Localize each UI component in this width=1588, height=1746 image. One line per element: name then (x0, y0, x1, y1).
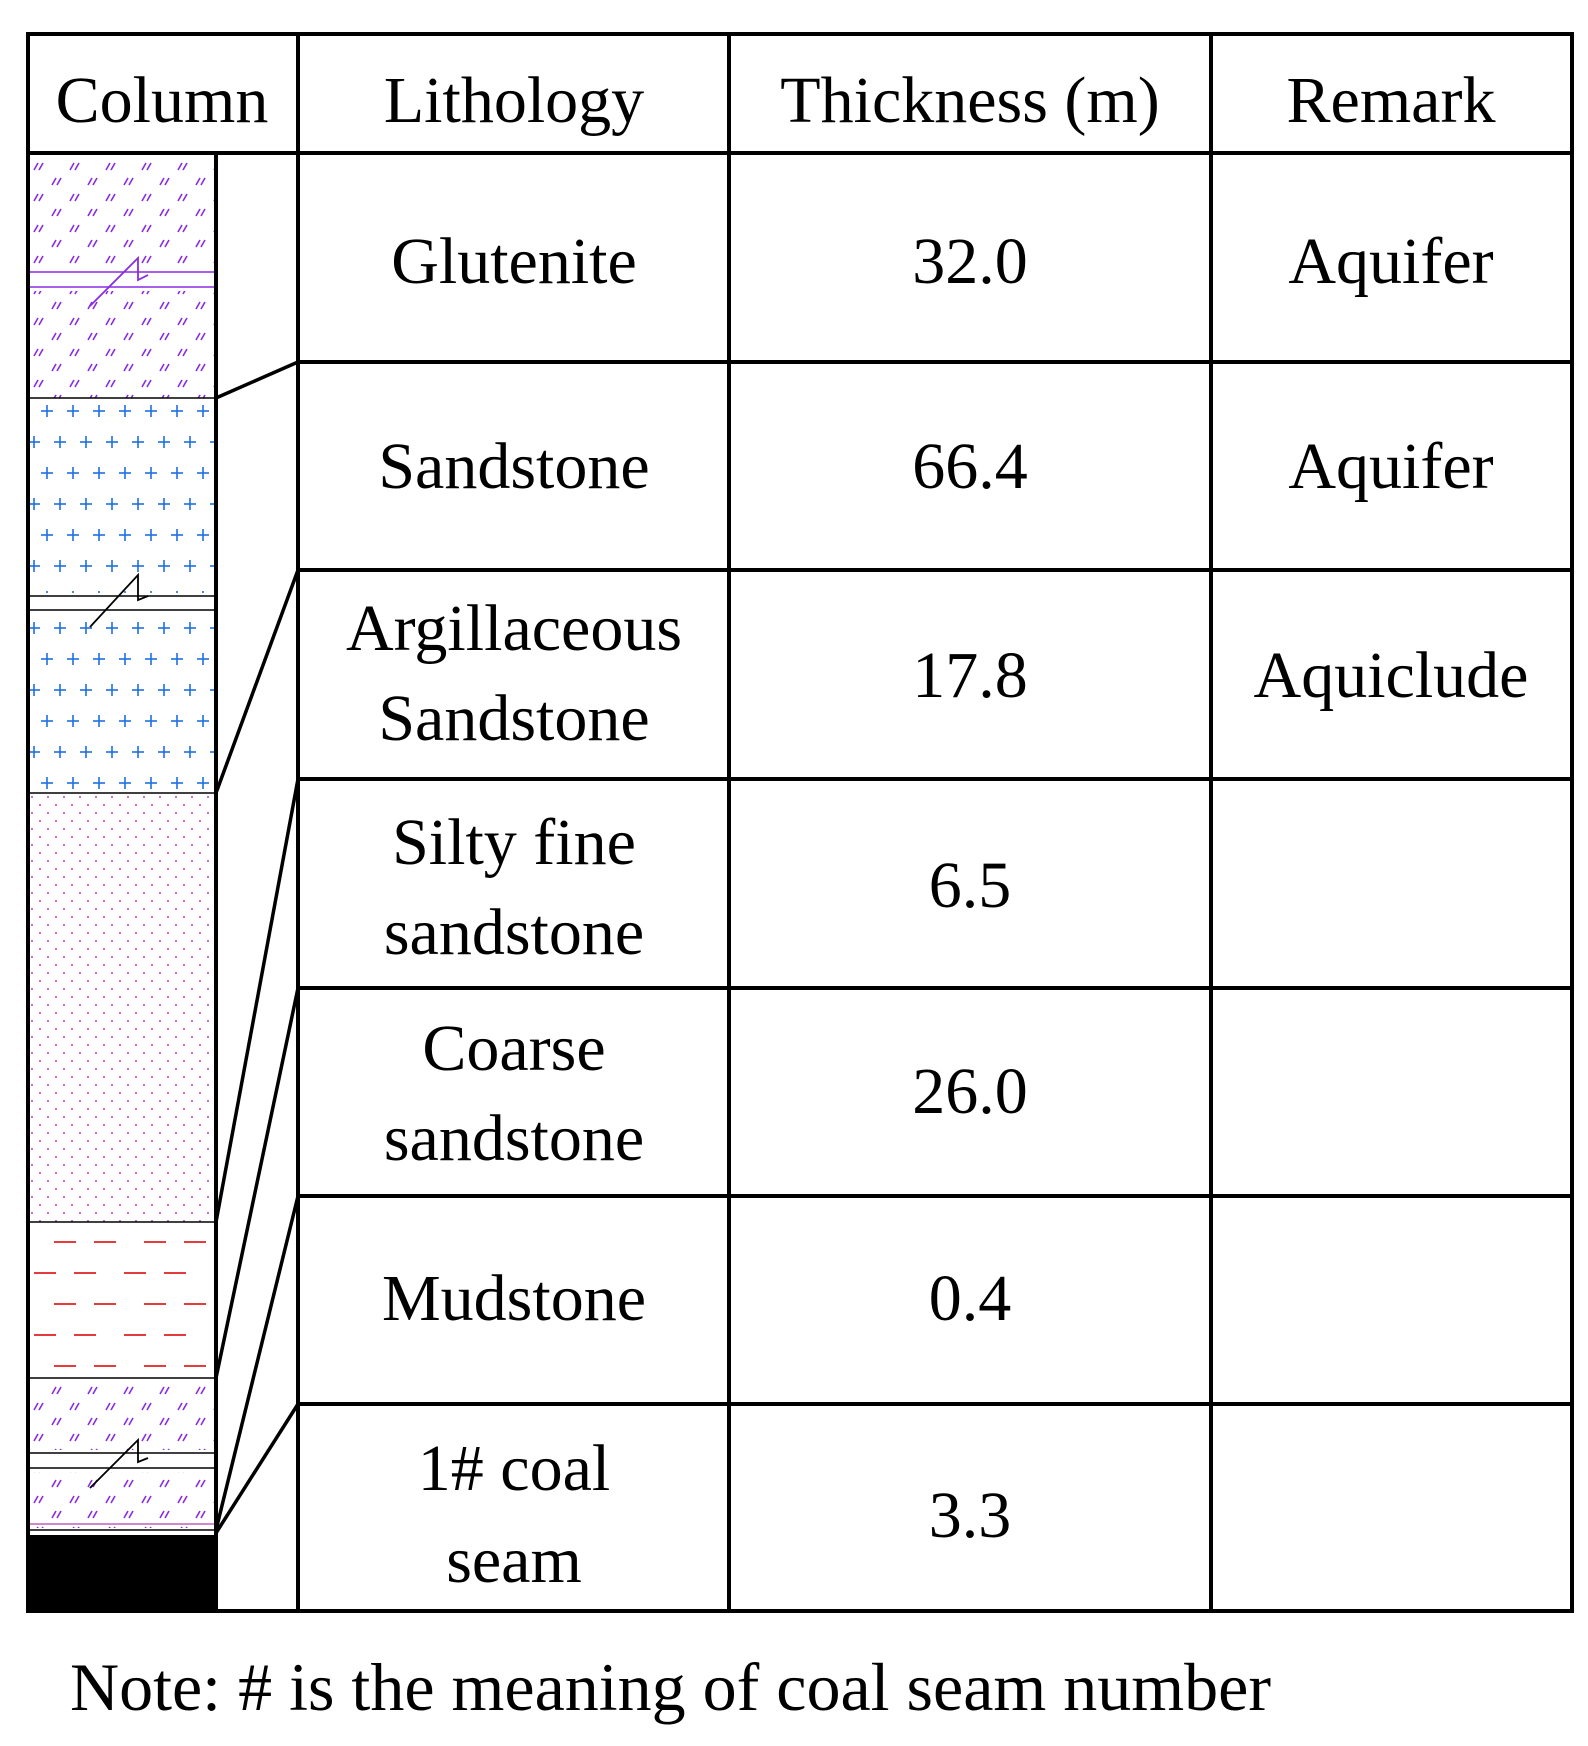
remark-cell: Aquifer (1288, 225, 1493, 298)
table-header: Column Lithology Thickness (m) Remark (56, 64, 1496, 137)
thickness-cell: 26.0 (912, 1055, 1028, 1128)
header-lithology: Lithology (384, 64, 644, 137)
stratum-mudstone (28, 1223, 214, 1378)
remark-cell: Aquifer (1288, 430, 1493, 503)
header-remark: Remark (1287, 64, 1496, 137)
stratum-sandstone (28, 400, 214, 792)
lithology-cell-line2: sandstone (384, 896, 644, 969)
stratum-glutenite (28, 158, 214, 398)
lithology-cell-line2: seam (446, 1524, 582, 1597)
lithology-cell-line2: sandstone (384, 1102, 644, 1175)
column-strata (28, 158, 214, 1611)
stratum-silty-coarse-sandstone (28, 794, 214, 1222)
thickness-cell: 0.4 (929, 1262, 1012, 1335)
table-row: 1# coal seam 3.3 (418, 1432, 1011, 1597)
thickness-cell: 6.5 (929, 849, 1012, 922)
table-row: Coarse sandstone 26.0 (384, 1012, 1028, 1175)
table-row: Mudstone 0.4 (382, 1262, 1011, 1335)
table-row: Sandstone 66.4 Aquifer (378, 430, 1493, 503)
header-thickness: Thickness (m) (780, 64, 1159, 137)
thickness-cell: 66.4 (912, 430, 1028, 503)
table-row: Argillaceous Sandstone 17.8 Aquiclude (346, 592, 1528, 755)
lithology-cell-line1: Argillaceous (346, 592, 682, 665)
header-column: Column (56, 64, 269, 137)
thickness-cell: 32.0 (912, 225, 1028, 298)
footnote: Note: # is the meaning of coal seam numb… (70, 1649, 1271, 1725)
lithology-cell: Mudstone (382, 1262, 646, 1335)
table-row: Silty fine sandstone 6.5 (384, 806, 1011, 969)
remark-cell: Aquiclude (1254, 639, 1529, 712)
lithology-cell-line2: Sandstone (378, 682, 649, 755)
thickness-cell: 17.8 (912, 639, 1028, 712)
lithology-cell: Glutenite (391, 225, 637, 298)
lithology-cell: Sandstone (378, 430, 649, 503)
lithology-cell-line1: 1# coal (418, 1432, 610, 1505)
table-grid (26, 32, 1574, 1613)
stratum-coal-seam (28, 1535, 214, 1611)
column-row-connectors (214, 360, 300, 1534)
lithology-cell-line1: Coarse (422, 1012, 605, 1085)
table-row: Glutenite 32.0 Aquifer (391, 225, 1493, 298)
thickness-cell: 3.3 (929, 1479, 1012, 1552)
stratum-lower-glutenite (28, 1380, 214, 1528)
lithology-cell-line1: Silty fine (392, 806, 636, 879)
